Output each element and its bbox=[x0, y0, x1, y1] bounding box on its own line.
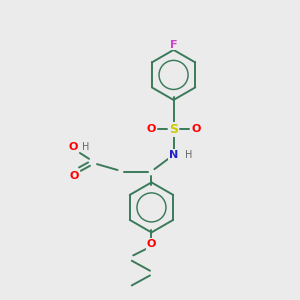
Text: S: S bbox=[169, 123, 178, 136]
Text: H: H bbox=[184, 150, 192, 160]
Text: F: F bbox=[170, 40, 177, 50]
Text: O: O bbox=[146, 124, 156, 134]
Text: N: N bbox=[169, 150, 178, 160]
Text: O: O bbox=[70, 171, 79, 181]
Text: O: O bbox=[191, 124, 201, 134]
Text: H: H bbox=[82, 142, 89, 152]
Text: O: O bbox=[147, 238, 156, 249]
Text: O: O bbox=[68, 142, 77, 152]
